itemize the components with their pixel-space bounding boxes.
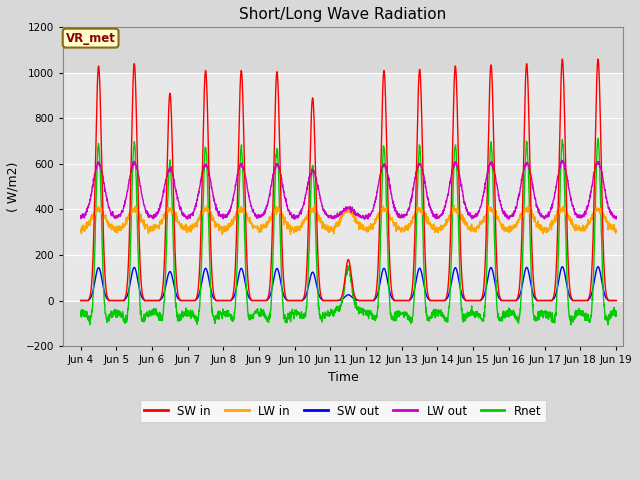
Legend: SW in, LW in, SW out, LW out, Rnet: SW in, LW in, SW out, LW out, Rnet xyxy=(140,400,546,422)
Title: Short/Long Wave Radiation: Short/Long Wave Radiation xyxy=(239,7,447,22)
Text: VR_met: VR_met xyxy=(66,32,116,45)
X-axis label: Time: Time xyxy=(328,371,358,384)
Bar xyxy=(63,73,623,300)
Y-axis label: ( W/m2): ( W/m2) xyxy=(7,161,20,212)
